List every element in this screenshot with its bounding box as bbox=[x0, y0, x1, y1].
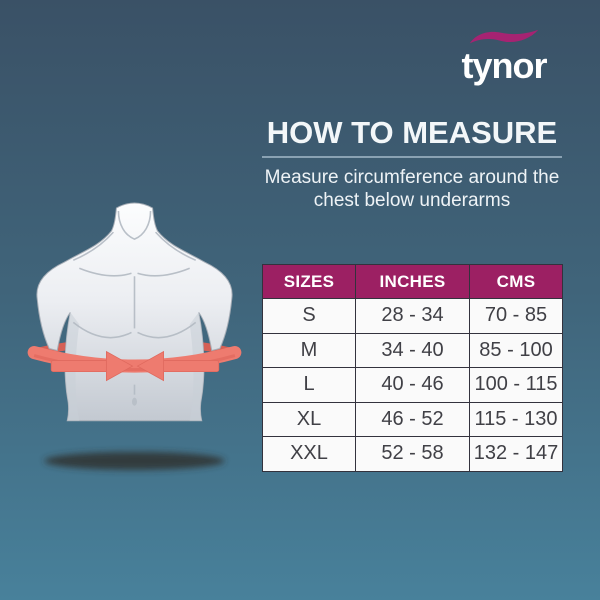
brand-logo: tynor bbox=[444, 29, 564, 84]
torso-contours bbox=[72, 211, 197, 395]
cms-cell: 115 - 130 bbox=[469, 401, 563, 437]
size-cell: XXL bbox=[262, 436, 356, 472]
cms-cell: 132 - 147 bbox=[469, 436, 563, 472]
cms-cell: 85 - 100 bbox=[469, 332, 563, 368]
size-cell: L bbox=[262, 367, 356, 403]
inches-cell: 28 - 34 bbox=[355, 298, 470, 334]
section-title: HOW TO MEASURE bbox=[266, 115, 558, 150]
torso-shadow bbox=[44, 451, 225, 470]
brand-name: tynor bbox=[461, 45, 548, 86]
inches-cell: 40 - 46 bbox=[355, 367, 470, 403]
measure-arrows bbox=[50, 350, 220, 382]
cms-cell: 100 - 115 bbox=[469, 367, 563, 403]
instructions-subtitle: Measure circumference around the chest b… bbox=[264, 167, 560, 211]
size-cell: M bbox=[262, 332, 356, 368]
inches-cell: 46 - 52 bbox=[355, 401, 470, 437]
table-row: L 40 - 46 100 - 115 bbox=[262, 367, 563, 403]
instructions-header: HOW TO MEASURE Measure circumference aro… bbox=[252, 117, 572, 213]
title-divider bbox=[262, 156, 562, 158]
inches-cell: 34 - 40 bbox=[355, 332, 470, 368]
navel bbox=[131, 397, 138, 406]
table-row: S 28 - 34 70 - 85 bbox=[262, 298, 563, 334]
table-row: XXL 52 - 58 132 - 147 bbox=[262, 436, 563, 472]
column-header-inches: INCHES bbox=[355, 264, 470, 299]
size-cell: S bbox=[262, 298, 356, 334]
cms-cell: 70 - 85 bbox=[469, 298, 563, 334]
table-row: XL 46 - 52 115 - 130 bbox=[262, 401, 563, 437]
inches-cell: 52 - 58 bbox=[355, 436, 470, 472]
column-header-cms: CMS bbox=[469, 264, 563, 299]
size-cell: XL bbox=[262, 401, 356, 437]
torso-illustration bbox=[27, 202, 242, 470]
table-header-row: SIZES INCHES CMS bbox=[262, 264, 563, 299]
logo-swoosh-icon bbox=[469, 29, 539, 44]
size-chart-table: SIZES INCHES CMS S 28 - 34 70 - 85 M 34 … bbox=[262, 264, 563, 472]
table-row: M 34 - 40 85 - 100 bbox=[262, 332, 563, 368]
column-header-sizes: SIZES bbox=[262, 264, 356, 299]
measuring-band-front bbox=[27, 346, 242, 373]
